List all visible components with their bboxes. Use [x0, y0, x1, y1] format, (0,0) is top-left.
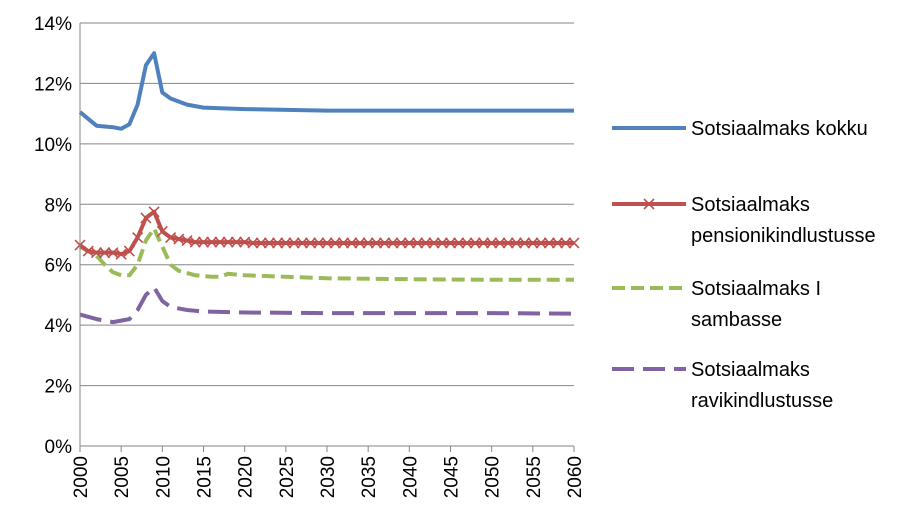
y-tick-label: 12%: [34, 74, 72, 95]
series-marker: [403, 237, 415, 249]
series-marker: [510, 237, 522, 249]
series-marker: [502, 237, 514, 249]
series-marker: [263, 237, 275, 249]
series-marker: [560, 237, 572, 249]
series-marker: [148, 206, 160, 218]
series-marker: [346, 237, 358, 249]
series-marker: [132, 231, 144, 244]
series-marker: [156, 225, 168, 238]
series-marker: [280, 237, 292, 249]
legend-label: Sotsiaalmaks: [691, 194, 810, 216]
series-marker: [428, 237, 440, 249]
series-marker: [477, 237, 489, 249]
y-tick-label: 6%: [45, 256, 73, 277]
x-tick-label: 2035: [359, 456, 380, 498]
y-tick-label: 0%: [45, 437, 73, 458]
series-marker: [370, 237, 382, 249]
x-tick-label: 2060: [565, 456, 586, 498]
series-marker: [420, 237, 432, 249]
legend-label: Sotsiaalmaks: [691, 359, 810, 381]
series-marker: [329, 237, 341, 249]
y-tick-label: 10%: [34, 135, 72, 156]
x-tick-label: 2015: [195, 456, 216, 498]
series-marker: [189, 236, 201, 248]
y-axis-tick-labels: 0% 2% 4% 6% 8% 10% 12% 14%: [34, 14, 72, 458]
series-marker: [551, 237, 564, 249]
x-tick-label: 2055: [524, 456, 545, 498]
legend-label: sambasse: [691, 309, 782, 331]
series-marker: [568, 237, 580, 249]
y-tick-label: 14%: [34, 14, 72, 35]
x-tick-label: 2025: [277, 456, 298, 498]
legend-marker: [643, 198, 655, 210]
x-tick-label: 2040: [400, 456, 421, 498]
series-line-2: [79, 226, 574, 282]
series-marker: [115, 248, 127, 260]
gridlines: [80, 22, 574, 387]
series-marker: [206, 236, 218, 248]
legend-label: ravikindlustusse: [691, 390, 833, 412]
series-marker: [469, 237, 481, 249]
series-marker: [387, 237, 399, 249]
series-marker: [288, 237, 300, 249]
series-marker: [527, 237, 539, 249]
series-marker: [412, 237, 424, 249]
series-marker: [90, 247, 103, 259]
series-marker: [486, 237, 498, 249]
series-marker: [247, 237, 259, 249]
x-axis-tick-labels: 2000 2005 2010 2015 2020 2025 2030 2035 2040 2045…: [71, 446, 586, 498]
series-marker: [379, 237, 391, 249]
series-marker: [444, 237, 457, 249]
y-tick-label: 2%: [45, 377, 73, 398]
series-marker: [535, 237, 547, 249]
series-marker: [543, 237, 555, 249]
series-marker: [272, 237, 284, 249]
series-marker: [519, 237, 531, 249]
x-tick-label: 2045: [442, 456, 463, 498]
series-marker: [99, 247, 111, 259]
series-marker: [395, 237, 407, 249]
legend-label: Sotsiaalmaks kokku: [691, 118, 868, 140]
y-tick-label: 8%: [45, 195, 73, 216]
series-marker: [321, 237, 333, 249]
series-lines: [74, 51, 580, 325]
series-line-3: [79, 285, 575, 325]
series-marker: [453, 237, 465, 249]
series-marker: [362, 237, 374, 249]
series-marker: [296, 237, 308, 249]
series-marker: [494, 237, 506, 249]
x-tick-label: 2020: [236, 456, 257, 498]
legend: Sotsiaalmaks kokku Sotsiaalmaks pensioniki…: [612, 118, 876, 412]
series-marker: [214, 236, 226, 248]
series-marker: [197, 236, 210, 248]
series-marker: [230, 236, 242, 248]
x-tick-label: 2005: [112, 456, 133, 498]
series-marker: [313, 237, 325, 249]
x-tick-label: 2010: [153, 456, 174, 498]
series-marker: [255, 237, 267, 249]
series-marker: [461, 237, 473, 249]
x-tick-label: 2050: [483, 456, 504, 498]
series-marker: [123, 245, 135, 257]
series-marker: [222, 236, 234, 248]
legend-label: pensionikindlustusse: [691, 225, 876, 247]
series-marker: [337, 237, 350, 249]
series-marker: [140, 212, 152, 224]
x-tick-label: 2000: [71, 456, 92, 498]
series-line-0: [78, 51, 574, 131]
legend-label: Sotsiaalmaks I: [691, 278, 821, 300]
series-marker: [354, 237, 366, 249]
series-marker: [436, 237, 448, 249]
y-tick-label: 4%: [45, 316, 73, 337]
series-marker: [304, 237, 317, 249]
x-tick-label: 2030: [318, 456, 339, 498]
